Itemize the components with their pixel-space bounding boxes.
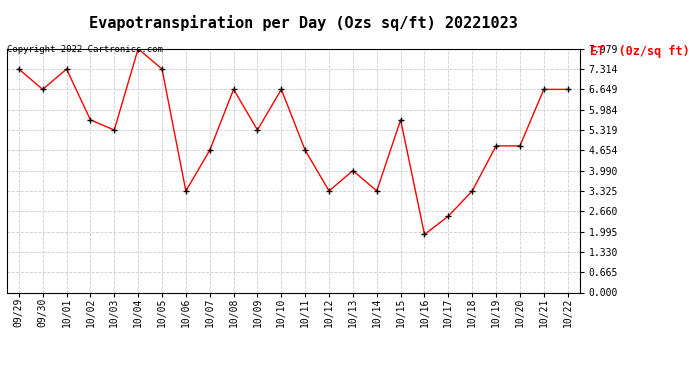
Text: ET  (0z/sq ft): ET (0z/sq ft): [590, 45, 690, 58]
Text: Copyright 2022 Cartronics.com: Copyright 2022 Cartronics.com: [7, 45, 163, 54]
Text: Evapotranspiration per Day (Ozs sq/ft) 20221023: Evapotranspiration per Day (Ozs sq/ft) 2…: [89, 15, 518, 31]
